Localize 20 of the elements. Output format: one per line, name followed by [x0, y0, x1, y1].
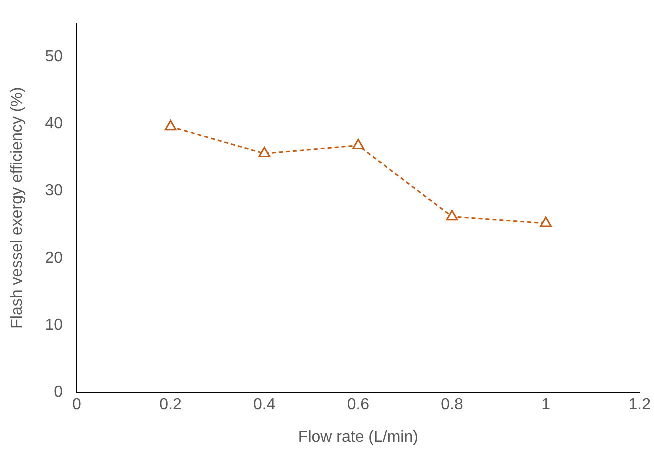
y-axis-title: Flash vessel exergy efficiency (%) [9, 87, 26, 329]
x-tick-label: 0 [72, 396, 82, 414]
x-tick-label: 0.8 [441, 396, 464, 414]
point [352, 138, 364, 150]
y-tick-label: 30 [45, 182, 64, 200]
y-tick-label: 50 [45, 48, 64, 66]
point [164, 120, 177, 131]
y-tick-label: 10 [45, 316, 64, 334]
x-tick-label: 0.2 [160, 396, 182, 414]
point [258, 147, 271, 158]
y-tick-label: 0 [54, 384, 64, 402]
x-axis-title: Flow rate (L/min) [298, 428, 418, 446]
point [446, 210, 458, 221]
x-tick-label: 0.4 [254, 396, 276, 414]
y-tick-label: 20 [45, 250, 64, 267]
y-tick-label: 40 [45, 116, 64, 133]
point [540, 216, 552, 228]
x-tick-label: 1.2 [628, 396, 652, 414]
x-tick-label: 1 [542, 396, 551, 414]
x-tick-label: 0.6 [347, 396, 370, 414]
